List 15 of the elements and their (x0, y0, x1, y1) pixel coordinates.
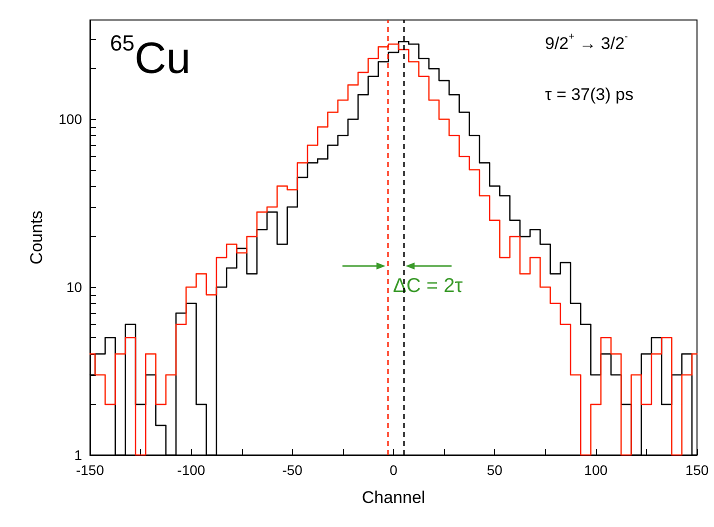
annotation: τ = 37(3) ps (545, 85, 634, 104)
x-tick-label: 0 (390, 462, 398, 478)
x-tick-label: -50 (282, 462, 303, 478)
y-tick-label: 100 (58, 111, 82, 128)
x-tick-label: 150 (685, 462, 709, 478)
x-tick-label: 50 (486, 462, 503, 478)
x-tick-label: -150 (76, 462, 104, 478)
x-axis-title: Channel (362, 488, 426, 507)
annotation: 9/2+ → 3/2- (545, 32, 628, 54)
annotation: ΔC = 2τ (393, 275, 463, 297)
y-tick-label: 1 (74, 447, 82, 463)
y-tick-label: 10 (66, 279, 82, 296)
x-tick-label: -100 (177, 462, 206, 478)
x-tick-label: 100 (584, 462, 608, 478)
y-axis-title: Counts (27, 210, 46, 264)
